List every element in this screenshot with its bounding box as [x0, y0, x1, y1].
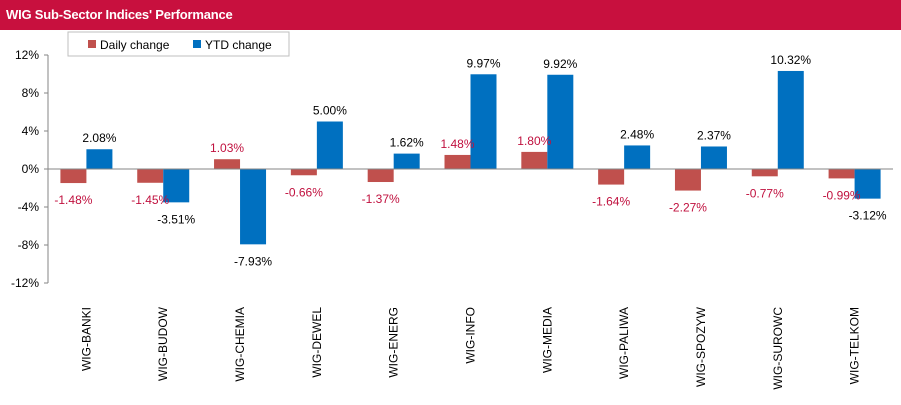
daily-change-bar [137, 169, 164, 183]
daily-change-bar [521, 151, 548, 169]
y-tick-label: 0% [22, 162, 40, 176]
daily-change-data-label: 1.03% [210, 141, 244, 155]
daily-change-data-label: -0.99% [823, 188, 861, 202]
x-tick-label: WIG-PALIWA [617, 307, 631, 379]
legend-box [67, 31, 290, 57]
ytd-change-bar [163, 169, 190, 203]
daily-change-bar [674, 169, 701, 191]
daily-change-data-label: -0.66% [285, 185, 323, 199]
chart-title: WIG Sub-Sector Indices' Performance [6, 7, 233, 22]
x-tick-label: WIG-TELKOM [848, 307, 862, 384]
x-tick-label: WIG-INFO [464, 307, 478, 364]
ytd-change-data-label: 9.92% [543, 57, 577, 71]
daily-change-data-label: -1.48% [54, 193, 92, 207]
daily-change-bar [214, 159, 241, 169]
y-tick-label: -8% [18, 238, 40, 252]
daily-change-data-label: -1.45% [131, 193, 169, 207]
x-tick-label: WIG-BUDOW [156, 306, 170, 381]
daily-change-data-label: -1.64% [592, 195, 630, 209]
ytd-change-bar [240, 169, 267, 245]
ytd-change-data-label: 2.08% [82, 131, 116, 145]
daily-change-data-label: -1.37% [362, 192, 400, 206]
x-tick-label: WIG-ENERG [387, 307, 401, 378]
daily-change-data-label: -0.77% [746, 186, 784, 200]
ytd-change-data-label: 9.97% [466, 56, 500, 70]
legend-daily-label: Daily change [100, 38, 170, 52]
daily-change-bar [60, 169, 87, 184]
daily-change-data-label: 1.48% [440, 137, 474, 151]
daily-change-bar [828, 169, 855, 179]
legend-ytd-swatch [193, 40, 201, 48]
ytd-change-bar [700, 146, 727, 169]
x-tick-label: WIG-CHEMIA [233, 307, 247, 382]
x-tick-label: WIG-SUROWC [771, 307, 785, 390]
ytd-change-bar [316, 121, 343, 169]
daily-change-bar [444, 154, 471, 169]
ytd-change-bar [624, 145, 651, 169]
ytd-change-data-label: 2.48% [620, 127, 654, 141]
daily-change-bar [598, 169, 625, 185]
legend-ytd-label: YTD change [205, 38, 272, 52]
daily-change-data-label: 1.80% [517, 134, 551, 148]
legend-daily-swatch [88, 40, 96, 48]
ytd-change-data-label: -3.12% [849, 209, 887, 223]
daily-change-bar [367, 169, 394, 183]
chart-title-bar: WIG Sub-Sector Indices' Performance [0, 0, 901, 30]
ytd-change-data-label: 10.32% [770, 53, 811, 67]
x-tick-label: WIG-SPOZYW [694, 306, 708, 387]
ytd-change-bar [86, 149, 113, 169]
ytd-change-data-label: 2.37% [697, 128, 731, 142]
ytd-change-data-label: 1.62% [390, 136, 424, 150]
ytd-change-data-label: 5.00% [313, 104, 347, 118]
daily-change-data-label: -2.27% [669, 201, 707, 215]
x-tick-label: WIG-DEWEL [310, 307, 324, 378]
y-tick-label: 4% [22, 124, 40, 138]
ytd-change-bar [854, 169, 881, 199]
daily-change-bar [751, 169, 778, 177]
ytd-change-data-label: -7.93% [234, 254, 272, 268]
x-tick-label: WIG-BANKI [79, 307, 93, 371]
ytd-change-bar [393, 153, 420, 169]
x-tick-label: WIG-MEDIA [540, 307, 554, 373]
y-tick-label: 12% [15, 48, 39, 62]
ytd-change-bar [470, 74, 497, 169]
ytd-change-bar [547, 74, 574, 169]
y-tick-label: 8% [22, 86, 40, 100]
daily-change-bar [290, 169, 317, 176]
ytd-change-data-label: -3.51% [157, 212, 195, 226]
y-tick-label: -12% [11, 276, 39, 290]
y-tick-label: -4% [18, 200, 40, 214]
ytd-change-bar [777, 70, 804, 169]
